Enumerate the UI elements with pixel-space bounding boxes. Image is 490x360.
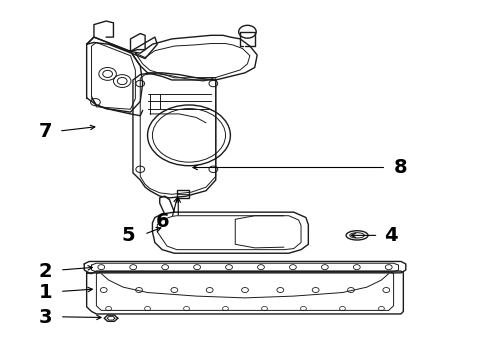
Text: 2: 2 bbox=[38, 262, 52, 280]
Text: 5: 5 bbox=[121, 226, 135, 245]
Text: 8: 8 bbox=[394, 158, 408, 177]
Text: 3: 3 bbox=[39, 308, 52, 327]
Text: 4: 4 bbox=[384, 226, 398, 245]
Text: 7: 7 bbox=[39, 122, 52, 141]
Text: 1: 1 bbox=[38, 283, 52, 302]
Text: 6: 6 bbox=[155, 212, 169, 231]
